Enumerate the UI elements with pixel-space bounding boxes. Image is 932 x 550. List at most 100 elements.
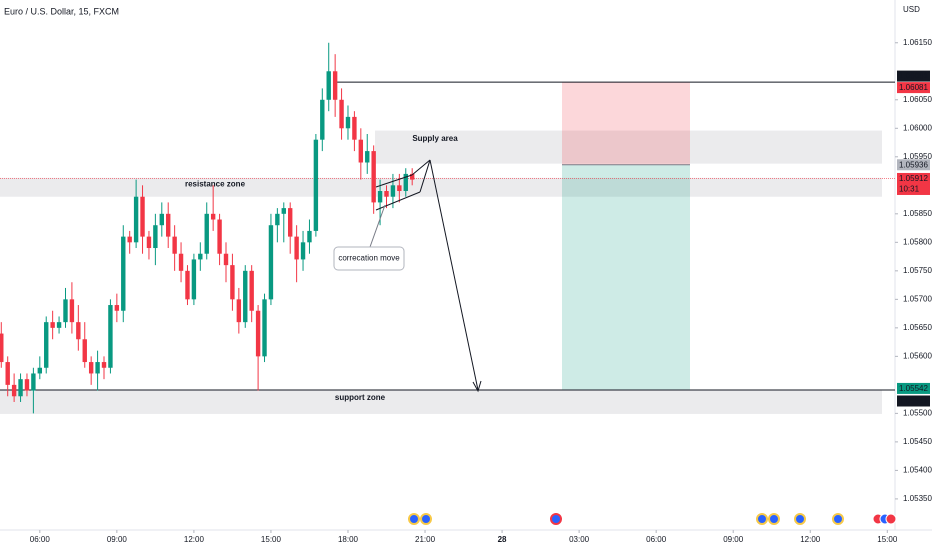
candle-body — [403, 173, 408, 192]
candle-body — [313, 139, 319, 231]
candle-body — [69, 299, 75, 323]
arrow — [429, 159, 479, 391]
x-tick-label: 21:00 — [415, 535, 436, 544]
zone — [0, 390, 882, 414]
candle-body — [281, 208, 286, 214]
candle-body — [121, 236, 126, 311]
candle-body — [37, 367, 43, 374]
candle-body — [300, 242, 306, 260]
countdown: 10:31 — [899, 185, 920, 194]
candle-body — [371, 151, 376, 203]
candle-body — [326, 71, 331, 100]
x-tick-label: 12:00 — [800, 535, 821, 544]
zone — [0, 177, 882, 197]
candle-body — [320, 99, 325, 140]
event-icon — [794, 513, 806, 525]
candle-body — [307, 230, 312, 243]
y-tick-label: 1.05450 — [903, 437, 932, 446]
candle-body — [255, 310, 261, 357]
y-tick-label: 1.05850 — [903, 209, 932, 218]
candle-body — [288, 208, 293, 237]
candle-body — [56, 322, 62, 328]
candle-body — [217, 219, 222, 254]
x-tick-label: 09:00 — [723, 535, 744, 544]
candle-body — [101, 362, 107, 368]
candle-body — [50, 322, 55, 328]
candle-body — [11, 384, 17, 397]
candle-body — [352, 116, 357, 140]
candle-body — [262, 299, 267, 357]
callout-box — [333, 246, 405, 271]
callout-pointer — [369, 204, 386, 248]
price-label: 1.05542 — [899, 384, 928, 393]
x-tick-label: 12:00 — [184, 535, 205, 544]
stop-area — [562, 82, 690, 165]
candle-body — [390, 185, 396, 197]
y-tick-label: 1.05650 — [903, 323, 932, 332]
x-tick-label: 03:00 — [569, 535, 590, 544]
candle-body — [127, 236, 132, 243]
y-tick-label: 1.05350 — [903, 494, 932, 503]
y-tick-label: 1.05800 — [903, 237, 932, 246]
price-label-box — [897, 159, 930, 171]
candle-body — [108, 305, 113, 368]
y-tick-label: 1.05950 — [903, 152, 932, 161]
y-tick-label: 1.05500 — [903, 408, 932, 417]
candle-body — [178, 253, 184, 271]
current-price-box — [897, 172, 930, 195]
candle-body — [268, 225, 274, 300]
event-icon — [408, 513, 420, 525]
y-tick-label: 1.06150 — [903, 38, 932, 47]
candle-body — [377, 191, 383, 203]
price-label-box — [897, 395, 930, 407]
event-icon — [768, 513, 780, 525]
event-icon — [756, 513, 768, 525]
y-tick-label: 1.06000 — [903, 123, 932, 132]
candle-body — [114, 305, 120, 311]
candle-body — [88, 362, 94, 374]
annotations: correcation move Supply area resistance z… — [185, 134, 897, 525]
candle-body — [44, 322, 49, 368]
price-label: 1.05541 — [899, 397, 928, 406]
candle-body — [76, 322, 81, 340]
candle-body — [230, 265, 235, 300]
candle-body — [204, 213, 209, 254]
candle-body — [397, 185, 402, 192]
candle-body — [249, 270, 254, 311]
x-tick-label: 09:00 — [107, 535, 128, 544]
candle-body — [18, 379, 23, 397]
callout-text: correcation move — [338, 254, 400, 263]
candle-body — [24, 379, 30, 391]
candle-body — [210, 213, 216, 220]
event-icon — [832, 513, 844, 525]
flag-line — [411, 159, 431, 176]
chart-title: Euro / U.S. Dollar, 15, FXCM — [4, 6, 119, 16]
zone-label: Supply area — [412, 134, 458, 143]
candle-body — [384, 191, 389, 197]
candle-body — [146, 236, 152, 249]
candle-body — [275, 213, 280, 226]
y-tick-label: 1.05400 — [903, 466, 932, 475]
arrow-head — [472, 380, 482, 393]
candle-body — [133, 196, 139, 243]
x-tick-label: 06:00 — [30, 535, 51, 544]
candle-body — [140, 196, 145, 237]
price-label: 1.06081 — [899, 72, 928, 81]
zone-label: support zone — [335, 393, 386, 402]
candle-body — [358, 139, 364, 163]
candle-body — [339, 99, 344, 129]
candle-body — [63, 299, 68, 323]
price-label: 1.06081 — [899, 83, 928, 92]
candle-body — [198, 253, 203, 260]
event-icons — [408, 513, 897, 525]
candle-body — [191, 259, 197, 300]
candle-body — [31, 373, 36, 391]
price-label-box — [897, 70, 930, 82]
candles — [0, 42, 415, 414]
event-icon — [550, 513, 562, 525]
flag-line — [419, 159, 431, 193]
price-label-box — [897, 82, 930, 94]
price-label-box — [897, 382, 930, 394]
